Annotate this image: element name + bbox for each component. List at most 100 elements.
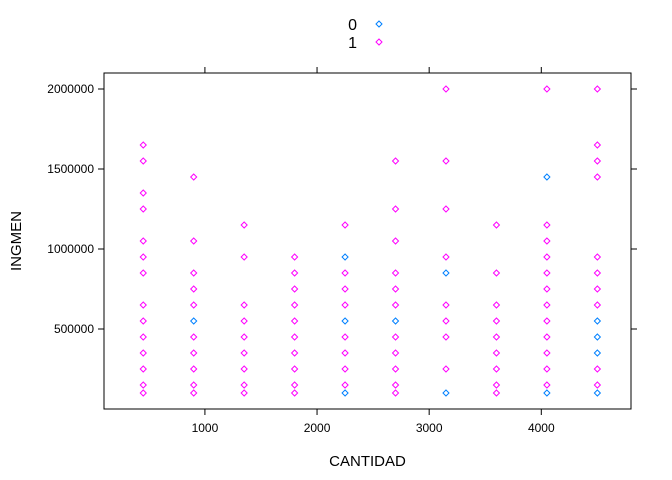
- data-point-series-1: [139, 253, 147, 261]
- data-point-series-1: [543, 317, 551, 325]
- data-point-series-1: [593, 157, 602, 165]
- data-point-series-0: [593, 349, 602, 357]
- data-point-series-1: [543, 221, 551, 229]
- legend-label: 1: [348, 35, 357, 52]
- x-axis-label: CANTIDAD: [329, 453, 406, 470]
- data-point-series-1: [240, 381, 248, 389]
- data-point-series-1: [391, 301, 400, 309]
- data-point-series-1: [189, 301, 198, 309]
- data-point-series-1: [442, 205, 450, 213]
- data-point-series-0: [543, 389, 551, 397]
- y-tick-label: 1000000: [47, 242, 94, 256]
- data-point-series-1: [240, 333, 248, 341]
- data-point-series-1: [189, 333, 198, 341]
- x-tick-label: 1000: [192, 421, 219, 435]
- data-point-series-0: [341, 253, 349, 261]
- data-point-series-1: [543, 349, 551, 357]
- data-point-series-1: [139, 141, 147, 149]
- data-point-series-1: [543, 85, 551, 93]
- y-tick-label: 1500000: [47, 162, 94, 176]
- data-point-series-1: [492, 349, 501, 357]
- data-point-series-1: [139, 349, 147, 357]
- data-point-series-1: [492, 365, 501, 373]
- data-point-series-1: [593, 285, 602, 293]
- data-point-series-1: [139, 157, 147, 165]
- data-point-series-1: [391, 205, 400, 213]
- data-point-series-0: [543, 173, 551, 181]
- data-point-series-1: [593, 173, 602, 181]
- data-point-series-1: [341, 301, 349, 309]
- data-point-series-1: [139, 381, 147, 389]
- data-point-series-1: [341, 349, 349, 357]
- data-point-series-1: [189, 285, 198, 293]
- data-point-series-0: [593, 333, 602, 341]
- data-point-series-1: [593, 301, 602, 309]
- y-axis-label: INGMEN: [8, 211, 25, 271]
- data-point-series-1: [290, 333, 299, 341]
- data-point-series-1: [593, 269, 602, 277]
- data-point-series-1: [442, 333, 450, 341]
- data-point-series-0: [442, 269, 450, 277]
- data-point-series-1: [290, 365, 299, 373]
- data-point-series-1: [290, 269, 299, 277]
- data-point-series-1: [391, 269, 400, 277]
- data-point-series-1: [189, 237, 198, 245]
- data-point-series-1: [391, 349, 400, 357]
- data-point-series-1: [290, 317, 299, 325]
- y-tick-label: 2000000: [47, 82, 94, 96]
- data-point-series-1: [442, 365, 450, 373]
- data-point-series-1: [290, 349, 299, 357]
- data-point-series-1: [240, 365, 248, 373]
- data-point-series-1: [290, 381, 299, 389]
- data-point-series-1: [543, 381, 551, 389]
- data-point-series-1: [593, 253, 602, 261]
- legend: 01: [348, 17, 383, 52]
- data-points: [139, 85, 602, 397]
- data-point-series-1: [492, 269, 501, 277]
- legend-label: 0: [348, 17, 357, 34]
- data-point-series-0: [593, 317, 602, 325]
- data-point-series-1: [139, 365, 147, 373]
- data-point-series-1: [290, 285, 299, 293]
- data-point-series-1: [290, 301, 299, 309]
- data-point-series-1: [189, 349, 198, 357]
- data-point-series-1: [543, 269, 551, 277]
- data-point-series-1: [341, 365, 349, 373]
- data-point-series-1: [593, 365, 602, 373]
- data-point-series-1: [543, 253, 551, 261]
- data-point-series-1: [391, 157, 400, 165]
- data-point-series-1: [543, 333, 551, 341]
- data-point-series-1: [189, 269, 198, 277]
- data-point-series-1: [492, 301, 501, 309]
- data-point-series-1: [543, 285, 551, 293]
- data-point-series-1: [593, 85, 602, 93]
- data-point-series-1: [391, 365, 400, 373]
- data-point-series-1: [492, 389, 501, 397]
- data-point-series-1: [593, 381, 602, 389]
- data-point-series-1: [391, 381, 400, 389]
- data-point-series-0: [341, 389, 349, 397]
- y-axis-left: 500000 1000000 1500000 2000000: [47, 82, 104, 336]
- data-point-series-1: [139, 237, 147, 245]
- data-point-series-1: [139, 269, 147, 277]
- legend-marker: [375, 38, 383, 46]
- data-point-series-1: [341, 333, 349, 341]
- data-point-series-1: [442, 317, 450, 325]
- x-tick-label: 3000: [416, 421, 443, 435]
- data-point-series-1: [139, 389, 147, 397]
- data-point-series-1: [189, 381, 198, 389]
- data-point-series-1: [391, 333, 400, 341]
- data-point-series-1: [341, 285, 349, 293]
- data-point-series-1: [391, 237, 400, 245]
- data-point-series-1: [543, 237, 551, 245]
- data-point-series-1: [341, 221, 349, 229]
- data-point-series-1: [442, 157, 450, 165]
- data-point-series-1: [492, 221, 501, 229]
- data-point-series-1: [442, 253, 450, 261]
- y-tick-label: 500000: [54, 322, 94, 336]
- data-point-series-0: [391, 317, 400, 325]
- data-point-series-1: [492, 333, 501, 341]
- data-point-series-1: [139, 205, 147, 213]
- data-point-series-1: [189, 389, 198, 397]
- data-point-series-1: [391, 389, 400, 397]
